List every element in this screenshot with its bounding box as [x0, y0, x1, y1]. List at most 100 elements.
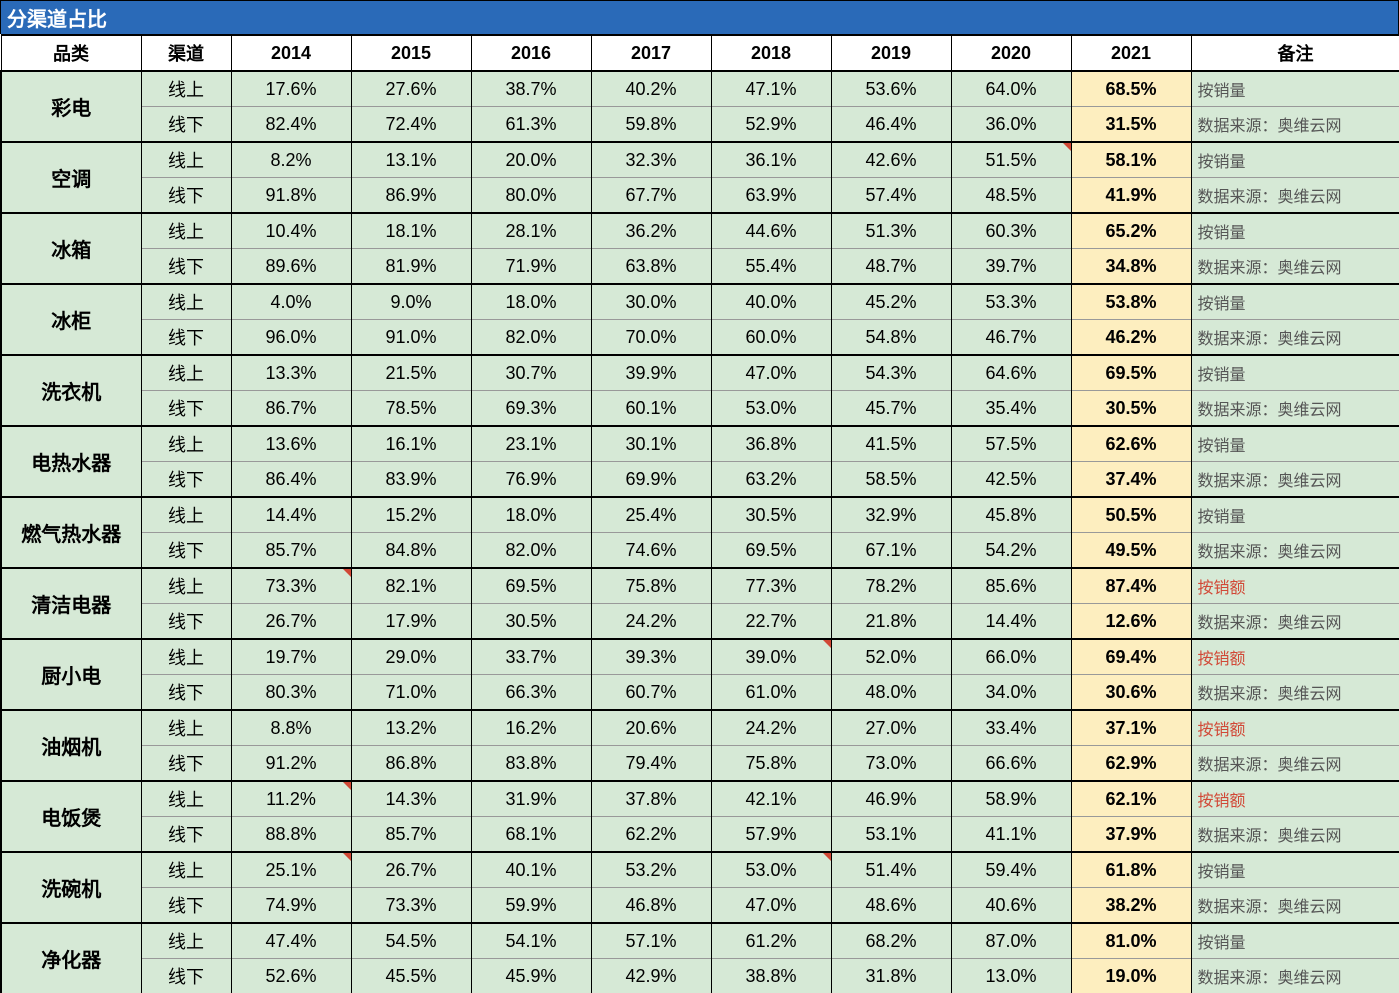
value-cell: 42.5% [951, 462, 1071, 498]
value-cell: 91.0% [351, 320, 471, 356]
value-cell: 19.0% [1071, 959, 1191, 993]
note-cell: 数据来源：奥维云网 [1191, 107, 1399, 143]
note-cell: 数据来源：奥维云网 [1191, 178, 1399, 214]
value-cell: 96.0% [231, 320, 351, 356]
note-cell: 数据来源：奥维云网 [1191, 320, 1399, 356]
value-cell: 34.8% [1071, 249, 1191, 285]
value-cell: 68.5% [1071, 71, 1191, 107]
table-row: 线下52.6%45.5%45.9%42.9%38.8%31.8%13.0%19.… [1, 959, 1399, 993]
table-row: 线下82.4%72.4%61.3%59.8%52.9%46.4%36.0%31.… [1, 107, 1399, 143]
note-cell: 数据来源：奥维云网 [1191, 462, 1399, 498]
channel-cell: 线上 [141, 852, 231, 888]
value-cell: 30.0% [591, 284, 711, 320]
value-cell: 30.1% [591, 426, 711, 462]
value-cell: 33.7% [471, 639, 591, 675]
category-cell: 洗碗机 [1, 852, 141, 923]
category-cell: 清洁电器 [1, 568, 141, 639]
table-row: 线下89.6%81.9%71.9%63.8%55.4%48.7%39.7%34.… [1, 249, 1399, 285]
value-cell: 45.5% [351, 959, 471, 993]
note-cell: 按销量 [1191, 71, 1399, 107]
channel-cell: 线下 [141, 178, 231, 214]
value-cell: 63.8% [591, 249, 711, 285]
value-cell: 10.4% [231, 213, 351, 249]
value-cell: 86.9% [351, 178, 471, 214]
value-cell: 59.9% [471, 888, 591, 924]
value-cell: 32.9% [831, 497, 951, 533]
value-cell: 8.8% [231, 710, 351, 746]
value-cell: 52.9% [711, 107, 831, 143]
header-row: 品类 渠道 2014 2015 2016 2017 2018 2019 2020… [1, 35, 1399, 71]
value-cell: 85.7% [231, 533, 351, 569]
value-cell: 53.3% [951, 284, 1071, 320]
value-cell: 53.2% [591, 852, 711, 888]
table-row: 线下80.3%71.0%66.3%60.7%61.0%48.0%34.0%30.… [1, 675, 1399, 711]
value-cell: 20.6% [591, 710, 711, 746]
value-cell: 81.9% [351, 249, 471, 285]
channel-cell: 线下 [141, 107, 231, 143]
value-cell: 51.4% [831, 852, 951, 888]
value-cell: 13.0% [951, 959, 1071, 993]
value-cell: 40.2% [591, 71, 711, 107]
value-cell: 89.6% [231, 249, 351, 285]
value-cell: 68.1% [471, 817, 591, 853]
value-cell: 73.0% [831, 746, 951, 782]
value-cell: 37.9% [1071, 817, 1191, 853]
value-cell: 55.4% [711, 249, 831, 285]
table-row: 冰柜线上4.0%9.0%18.0%30.0%40.0%45.2%53.3%53.… [1, 284, 1399, 320]
table-row: 清洁电器线上73.3%82.1%69.5%75.8%77.3%78.2%85.6… [1, 568, 1399, 604]
value-cell: 21.5% [351, 355, 471, 391]
value-cell: 38.8% [711, 959, 831, 993]
value-cell: 47.0% [711, 355, 831, 391]
value-cell: 54.8% [831, 320, 951, 356]
value-cell: 82.4% [231, 107, 351, 143]
table-row: 电饭煲线上11.2%14.3%31.9%37.8%42.1%46.9%58.9%… [1, 781, 1399, 817]
note-cell: 按销量 [1191, 355, 1399, 391]
value-cell: 39.9% [591, 355, 711, 391]
channel-cell: 线下 [141, 462, 231, 498]
channel-cell: 线下 [141, 320, 231, 356]
header-channel: 渠道 [141, 35, 231, 71]
value-cell: 61.0% [711, 675, 831, 711]
value-cell: 71.9% [471, 249, 591, 285]
value-cell: 30.7% [471, 355, 591, 391]
value-cell: 75.8% [591, 568, 711, 604]
value-cell: 54.5% [351, 923, 471, 959]
value-cell: 73.3% [351, 888, 471, 924]
note-cell: 数据来源：奥维云网 [1191, 604, 1399, 640]
value-cell: 50.5% [1071, 497, 1191, 533]
channel-cell: 线下 [141, 888, 231, 924]
category-cell: 厨小电 [1, 639, 141, 710]
value-cell: 70.0% [591, 320, 711, 356]
channel-cell: 线上 [141, 355, 231, 391]
note-cell: 数据来源：奥维云网 [1191, 746, 1399, 782]
value-cell: 18.1% [351, 213, 471, 249]
value-cell: 74.9% [231, 888, 351, 924]
value-cell: 64.0% [951, 71, 1071, 107]
value-cell: 54.2% [951, 533, 1071, 569]
value-cell: 47.4% [231, 923, 351, 959]
value-cell: 16.1% [351, 426, 471, 462]
value-cell: 76.9% [471, 462, 591, 498]
value-cell: 36.2% [591, 213, 711, 249]
value-cell: 14.4% [231, 497, 351, 533]
value-cell: 26.7% [231, 604, 351, 640]
value-cell: 4.0% [231, 284, 351, 320]
value-cell: 24.2% [711, 710, 831, 746]
value-cell: 40.6% [951, 888, 1071, 924]
channel-cell: 线上 [141, 142, 231, 178]
value-cell: 40.0% [711, 284, 831, 320]
note-cell: 按销量 [1191, 426, 1399, 462]
channel-cell: 线下 [141, 746, 231, 782]
channel-share-table: 品类 渠道 2014 2015 2016 2017 2018 2019 2020… [0, 34, 1399, 993]
channel-cell: 线上 [141, 639, 231, 675]
value-cell: 30.5% [471, 604, 591, 640]
value-cell: 18.0% [471, 284, 591, 320]
value-cell: 88.8% [231, 817, 351, 853]
note-cell: 数据来源：奥维云网 [1191, 249, 1399, 285]
category-cell: 空调 [1, 142, 141, 213]
value-cell: 51.5% [951, 142, 1071, 178]
value-cell: 57.5% [951, 426, 1071, 462]
category-cell: 电饭煲 [1, 781, 141, 852]
value-cell: 45.9% [471, 959, 591, 993]
value-cell: 36.0% [951, 107, 1071, 143]
